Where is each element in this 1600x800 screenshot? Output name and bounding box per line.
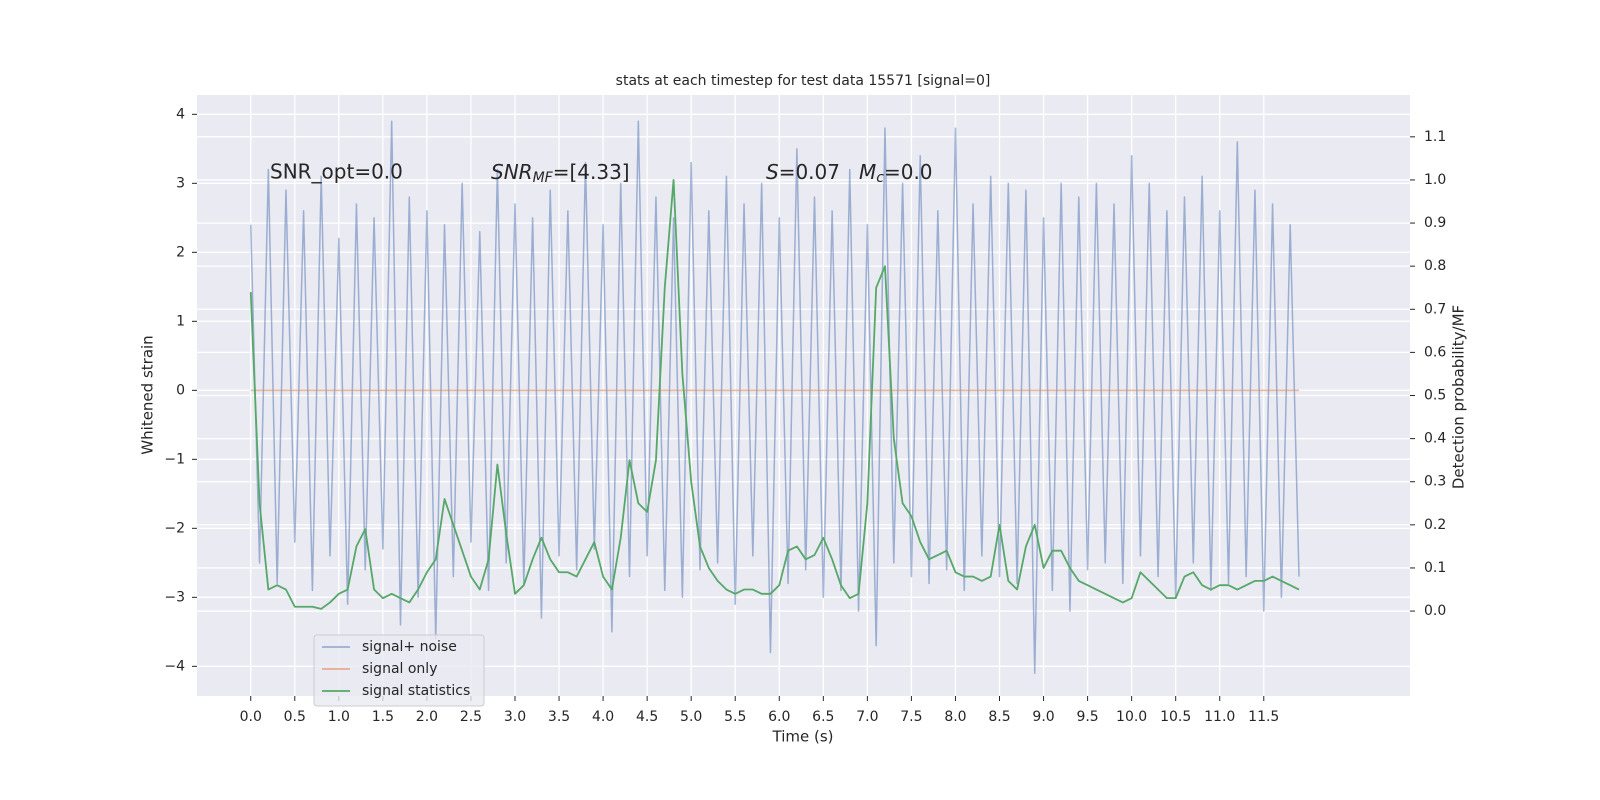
x-tick-label: 8.5: [988, 709, 1010, 725]
y-axis-label: Whitened strain: [139, 335, 157, 454]
y-tick-label: −4: [164, 658, 185, 674]
grid: [197, 95, 1410, 696]
x-tick-label: 8.0: [944, 709, 966, 725]
y2-tick-label: 0.5: [1424, 388, 1446, 404]
x-tick-label: 2.0: [416, 709, 438, 725]
legend-box: [313, 634, 485, 707]
x-tick-label: 6.0: [768, 709, 790, 725]
legend-label: signal+ noise: [362, 639, 457, 655]
x-tick-label: 5.5: [724, 709, 746, 725]
x-tick-label: 0.5: [284, 709, 306, 725]
y2-tick-label: 0.9: [1424, 215, 1446, 231]
y2-tick-label: 0.1: [1424, 560, 1446, 576]
x-tick-label: 4.0: [592, 709, 614, 725]
x-tick-label: 9.0: [1032, 709, 1054, 725]
y2-tick-label: 0.7: [1424, 301, 1446, 317]
x-axis-label: Time (s): [772, 728, 834, 746]
y2-tick-label: 0.2: [1424, 517, 1446, 533]
y2-tick-label: 0.0: [1424, 603, 1446, 619]
y2-axis-label: Detection probability/MF: [1450, 305, 1468, 489]
y2-tick-label: 0.6: [1424, 344, 1446, 360]
x-tick-label: 0.0: [240, 709, 262, 725]
x-tick-label: 2.5: [460, 709, 482, 725]
series-line: [249, 179, 1300, 610]
series-line: [249, 120, 1300, 674]
x-tick-label: 1.0: [328, 709, 350, 725]
legend-label: signal statistics: [362, 683, 470, 699]
annotation: SNRMF=[4.33]: [491, 160, 630, 187]
y-tick-label: −1: [164, 451, 185, 467]
x-tick-label: 7.0: [856, 709, 878, 725]
y-tick-label: 1: [176, 313, 185, 329]
y2-tick-label: 0.8: [1424, 258, 1446, 274]
x-tick-label: 3.5: [548, 709, 570, 725]
x-tick-label: 6.5: [812, 709, 834, 725]
x-tick-label: 11.5: [1248, 709, 1279, 725]
y2-tick-label: 1.0: [1424, 172, 1446, 188]
x-tick-label: 10.0: [1116, 709, 1147, 725]
y-tick-label: 0: [176, 382, 185, 398]
annotation: SNR_opt=0.0: [270, 160, 403, 184]
y2-tick-label: 1.1: [1424, 129, 1446, 145]
x-tick-label: 9.5: [1076, 709, 1098, 725]
x-tick-label: 7.5: [900, 709, 922, 725]
marks: [249, 120, 1300, 674]
x-tick-label: 5.0: [680, 709, 702, 725]
y-tick-label: 4: [176, 106, 185, 122]
x-tick-label: 4.5: [636, 709, 658, 725]
legend-label: signal only: [362, 661, 437, 677]
x-tick-label: 11.0: [1204, 709, 1235, 725]
annotation: S=0.07: [766, 160, 840, 184]
y2-tick-label: 0.4: [1424, 431, 1446, 447]
y-tick-label: 3: [176, 175, 185, 191]
x-tick-label: 1.5: [372, 709, 394, 725]
chart-title: stats at each timestep for test data 155…: [616, 73, 991, 89]
annotation: Mc=0.0: [859, 160, 933, 187]
y-tick-label: −3: [164, 589, 185, 605]
y-tick-label: 2: [176, 244, 185, 260]
x-tick-label: 10.5: [1160, 709, 1191, 725]
x-tick-label: 3.0: [504, 709, 526, 725]
labels: 0.0 0.5 1.0 1.5 2.0 2.5 3.0 3.5 4.0 4.5 5.0 5.5 6.0 6…: [164, 106, 1446, 725]
legend: signal+ noise signal only signal statistic…: [313, 634, 485, 707]
y2-tick-label: 0.3: [1424, 474, 1446, 490]
y-tick-label: −2: [164, 520, 185, 536]
